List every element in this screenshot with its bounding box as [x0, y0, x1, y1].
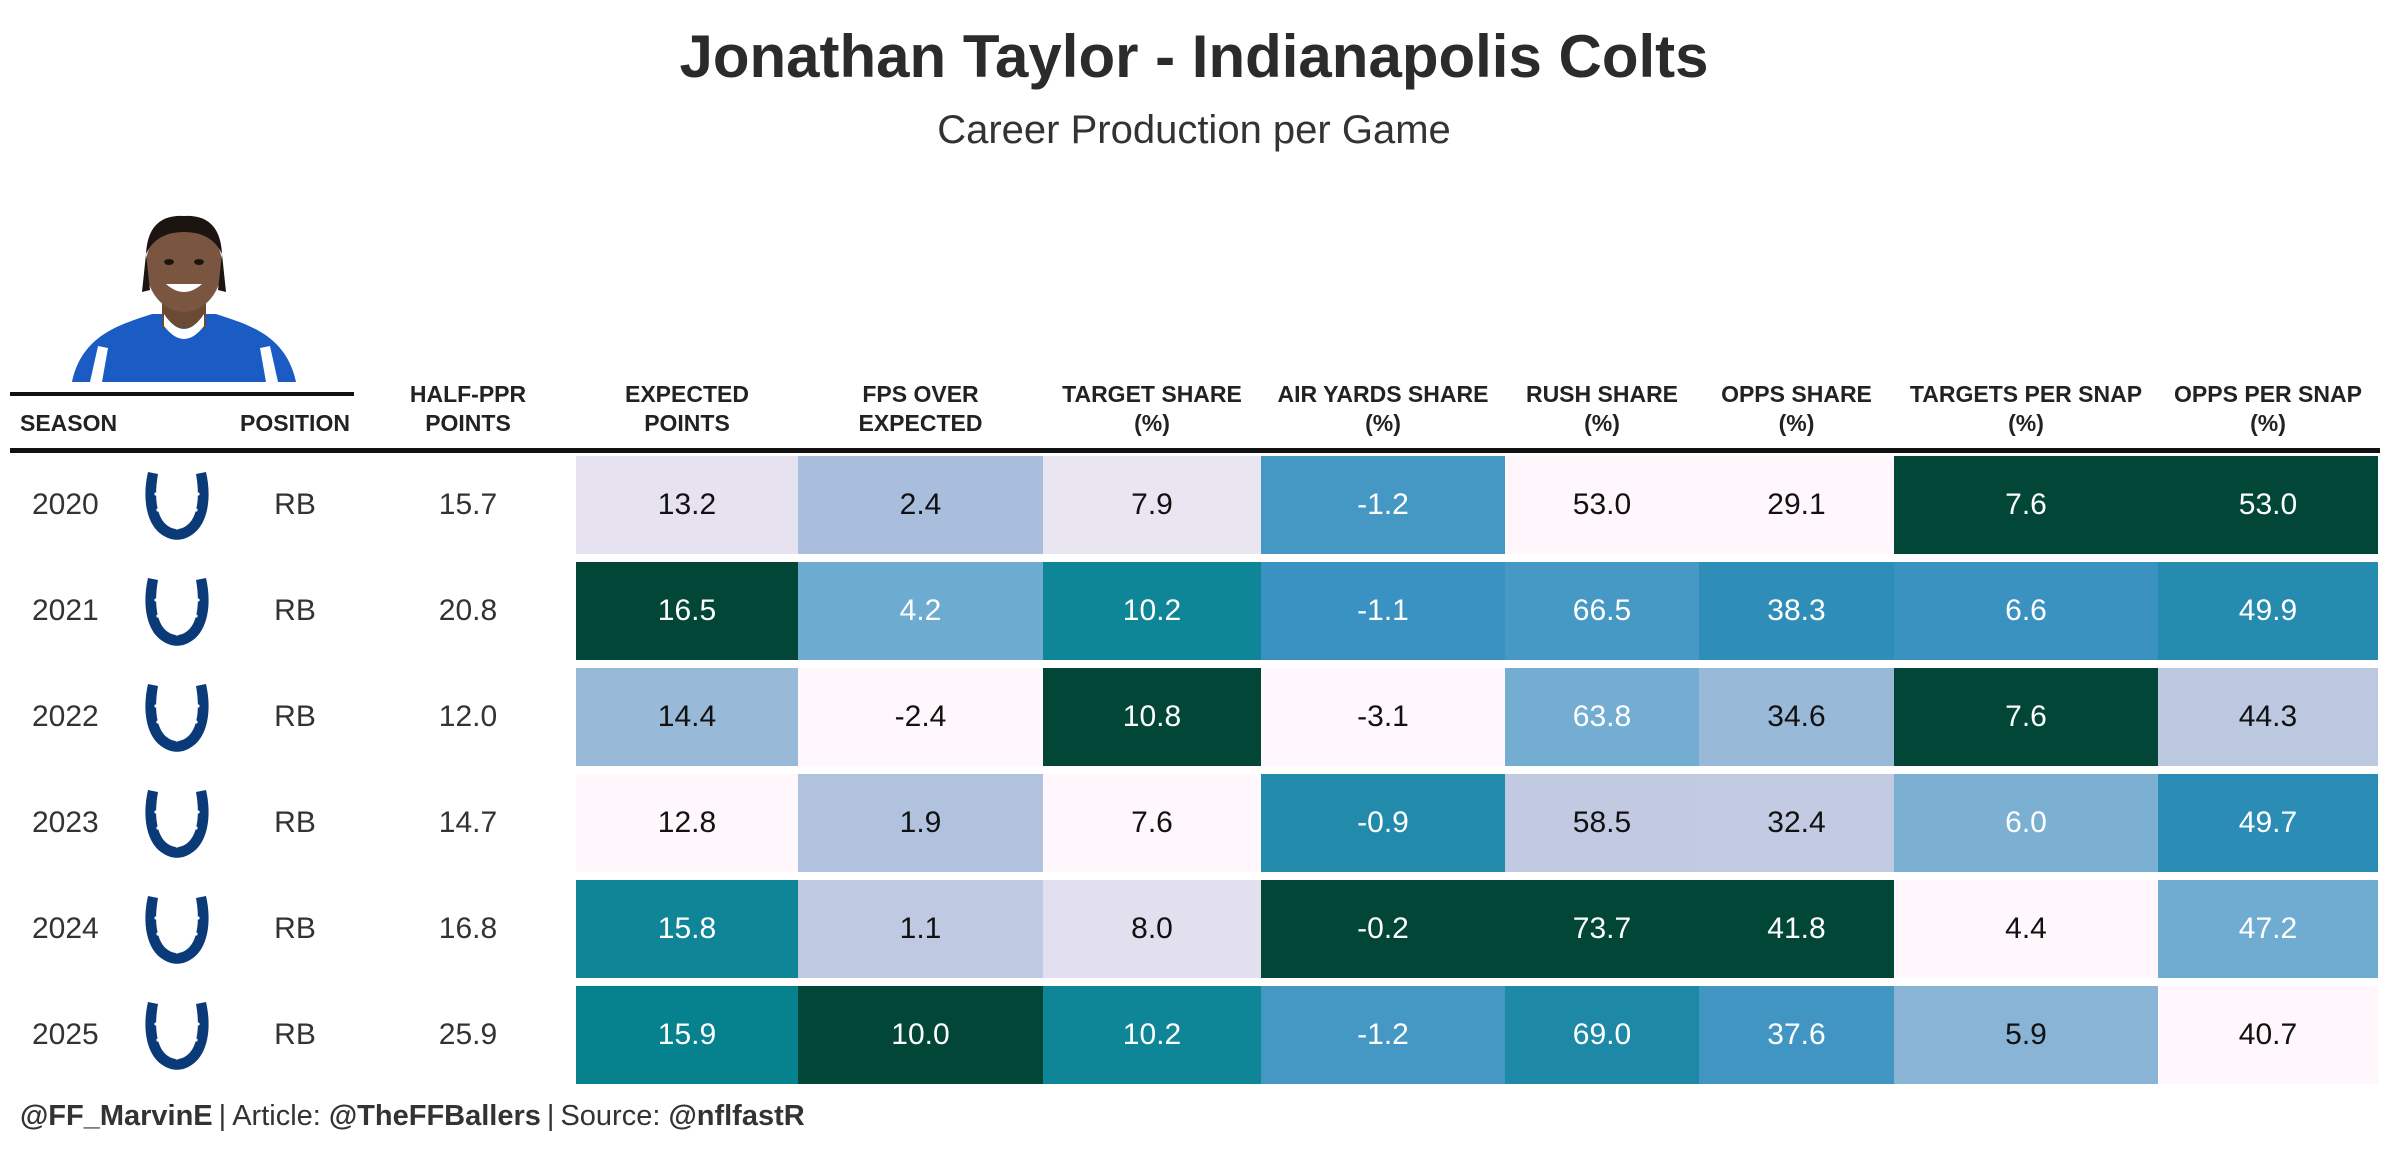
- column-header-season: SEASON: [20, 410, 118, 436]
- cell-opps-share: 29.1: [1699, 456, 1894, 554]
- cell-opps-per-snap: 44.3: [2158, 668, 2378, 766]
- colts-horseshoe-icon: [145, 684, 209, 752]
- footer-article-handle: @TheFFBallers: [328, 1100, 541, 1132]
- cell-half-ppr: 25.9: [438, 1018, 498, 1051]
- header-rule: [10, 448, 2380, 453]
- cell-season: 2023: [32, 806, 99, 839]
- cell-fps-over-expected: 10.0: [798, 986, 1043, 1084]
- footer-credits: @FF_MarvinE | Article: @TheFFBallers | Sourc…: [20, 1100, 805, 1133]
- cell-position: RB: [274, 1018, 316, 1051]
- cell-air-yards-share: -1.1: [1261, 562, 1505, 660]
- cell-rush-share: 63.8: [1505, 668, 1699, 766]
- cell-target-share: 7.6: [1043, 774, 1261, 872]
- cell-opps-per-snap: 49.9: [2158, 562, 2378, 660]
- column-header-half-ppr: HALF-PPR POINTS: [409, 381, 527, 436]
- footer-author: @FF_MarvinE: [20, 1100, 213, 1132]
- cell-opps-share: 41.8: [1699, 880, 1894, 978]
- cell-targets-per-snap: 6.6: [1894, 562, 2158, 660]
- cell-rush-share: 73.7: [1505, 880, 1699, 978]
- footer-source-label: Source:: [560, 1100, 661, 1132]
- cell-fps-over-expected: 4.2: [798, 562, 1043, 660]
- cell-air-yards-share: -0.2: [1261, 880, 1505, 978]
- cell-season: 2020: [32, 488, 99, 521]
- column-header-opps-share: OPPS SHARE (%): [1721, 381, 1872, 436]
- cell-air-yards-share: -3.1: [1261, 668, 1505, 766]
- cell-target-share: 10.2: [1043, 986, 1261, 1084]
- cell-expected-points: 13.2: [576, 456, 798, 554]
- cell-target-share: 7.9: [1043, 456, 1261, 554]
- cell-targets-per-snap: 7.6: [1894, 668, 2158, 766]
- cell-targets-per-snap: 6.0: [1894, 774, 2158, 872]
- cell-opps-per-snap: 49.7: [2158, 774, 2378, 872]
- cell-target-share: 10.2: [1043, 562, 1261, 660]
- cell-fps-over-expected: 1.1: [798, 880, 1043, 978]
- cell-opps-share: 38.3: [1699, 562, 1894, 660]
- colts-horseshoe-icon: [145, 790, 209, 858]
- column-header-opps-per-snap: OPPS PER SNAP (%): [2174, 381, 2362, 436]
- group-underline: [10, 392, 354, 396]
- cell-season: 2021: [32, 594, 99, 627]
- colts-horseshoe-icon: [145, 896, 209, 964]
- cell-fps-over-expected: -2.4: [798, 668, 1043, 766]
- cell-position: RB: [274, 700, 316, 733]
- cell-air-yards-share: -1.2: [1261, 456, 1505, 554]
- cell-rush-share: 66.5: [1505, 562, 1699, 660]
- colts-horseshoe-icon: [145, 578, 209, 646]
- column-header-targets-per-snap: TARGETS PER SNAP (%): [1909, 381, 2143, 436]
- cell-fps-over-expected: 1.9: [798, 774, 1043, 872]
- cell-targets-per-snap: 4.4: [1894, 880, 2158, 978]
- column-header-fps-over-expected: FPS OVER EXPECTED: [858, 381, 983, 436]
- column-header-target-share: TARGET SHARE (%): [1062, 381, 1242, 436]
- colts-horseshoe-icon: [145, 472, 209, 540]
- cell-half-ppr: 14.7: [438, 806, 498, 839]
- cell-fps-over-expected: 2.4: [798, 456, 1043, 554]
- cell-half-ppr: 15.7: [438, 488, 498, 521]
- cell-expected-points: 15.8: [576, 880, 798, 978]
- cell-air-yards-share: -1.2: [1261, 986, 1505, 1084]
- cell-opps-share: 34.6: [1699, 668, 1894, 766]
- cell-opps-per-snap: 53.0: [2158, 456, 2378, 554]
- cell-position: RB: [274, 488, 316, 521]
- cell-season: 2022: [32, 700, 99, 733]
- cell-opps-share: 32.4: [1699, 774, 1894, 872]
- cell-air-yards-share: -0.9: [1261, 774, 1505, 872]
- cell-position: RB: [274, 806, 316, 839]
- cell-season: 2025: [32, 1018, 99, 1051]
- colts-horseshoe-icon: [145, 1002, 209, 1070]
- chart-title: Jonathan Taylor - Indianapolis Colts: [679, 23, 1709, 90]
- cell-targets-per-snap: 5.9: [1894, 986, 2158, 1084]
- cell-half-ppr: 12.0: [438, 700, 498, 733]
- column-header-air-yards-share: AIR YARDS SHARE (%): [1277, 381, 1489, 436]
- cell-expected-points: 16.5: [576, 562, 798, 660]
- cell-expected-points: 15.9: [576, 986, 798, 1084]
- cell-position: RB: [274, 912, 316, 945]
- cell-rush-share: 69.0: [1505, 986, 1699, 1084]
- cell-opps-share: 37.6: [1699, 986, 1894, 1084]
- column-header-position: POSITION: [240, 410, 350, 436]
- cell-expected-points: 12.8: [576, 774, 798, 872]
- column-header-expected-points: EXPECTED POINTS: [625, 381, 749, 436]
- cell-position: RB: [274, 594, 316, 627]
- cell-rush-share: 53.0: [1505, 456, 1699, 554]
- cell-season: 2024: [32, 912, 99, 945]
- footer-source-handle: @nflfastR: [668, 1100, 805, 1132]
- cell-target-share: 8.0: [1043, 880, 1261, 978]
- cell-opps-per-snap: 40.7: [2158, 986, 2378, 1084]
- cell-opps-per-snap: 47.2: [2158, 880, 2378, 978]
- cell-target-share: 10.8: [1043, 668, 1261, 766]
- cell-targets-per-snap: 7.6: [1894, 456, 2158, 554]
- footer-article-label: Article:: [232, 1100, 321, 1132]
- cell-half-ppr: 20.8: [438, 594, 498, 627]
- cell-half-ppr: 16.8: [438, 912, 498, 945]
- cell-rush-share: 58.5: [1505, 774, 1699, 872]
- column-header-rush-share: RUSH SHARE (%): [1525, 381, 1679, 436]
- footer-separator: |: [546, 1100, 555, 1132]
- chart-subtitle: Career Production per Game: [937, 108, 1451, 152]
- cell-expected-points: 14.4: [576, 668, 798, 766]
- footer-separator: |: [218, 1100, 227, 1132]
- player-headshot: [72, 215, 296, 382]
